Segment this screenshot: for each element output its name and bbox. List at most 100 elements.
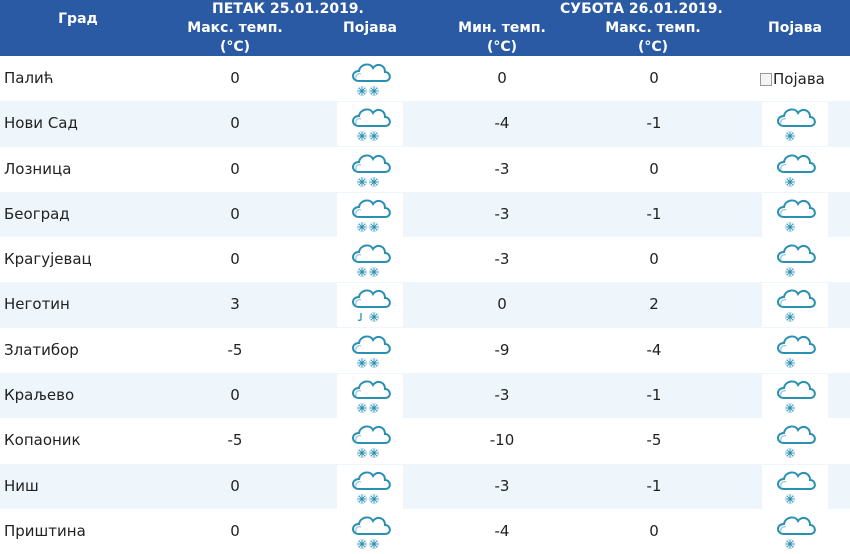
cloud-snow-icon <box>352 471 391 504</box>
friday-phenomenon-icon <box>337 147 403 192</box>
saturday-min-temp: -10 <box>489 431 515 450</box>
friday-phenomenon-icon <box>337 509 403 554</box>
cloud-snow-icon <box>352 335 391 368</box>
friday-phenomenon-icon <box>337 328 403 373</box>
saturday-min-temp: -4 <box>494 521 510 540</box>
cloud-snow-icon <box>352 380 391 413</box>
saturday-phenomenon-icon <box>762 464 828 509</box>
saturday-min-temp: -4 <box>494 114 510 133</box>
table-row: Копаоник -5 -10 -5 <box>0 418 850 464</box>
cloud-light-snow-icon <box>777 380 816 413</box>
table-row: Крагујевац 0 -3 0 <box>0 237 850 283</box>
image-alt-text: Појава <box>773 70 825 88</box>
saturday-max-temp: -1 <box>646 386 662 405</box>
saturday-min-temp-unit: (°C) <box>486 39 518 55</box>
saturday-min-temp-header: Мин. темп. (°C) <box>447 19 557 57</box>
saturday-max-temp: 0 <box>649 521 659 540</box>
friday-phenomenon-icon <box>337 374 403 419</box>
table-row: Неготин 3 0 2 <box>0 282 850 328</box>
saturday-max-temp: -5 <box>646 431 662 450</box>
cloud-snow-icon <box>352 199 391 232</box>
table-row: Нови Сад 0 -4 -1 <box>0 101 850 147</box>
table-row: Ниш 0 -3 -1 <box>0 463 850 509</box>
saturday-phenomenon-icon <box>762 509 828 554</box>
saturday-max-temp-label: Макс. темп. <box>605 20 701 36</box>
saturday-min-temp: -9 <box>494 340 510 359</box>
cloud-light-snow-icon <box>777 425 816 459</box>
table-row: Приштина 0 -4 0 <box>0 509 850 554</box>
saturday-phenomenon-header: Појава <box>768 20 822 36</box>
saturday-max-temp-unit: (°C) <box>637 39 669 55</box>
table-row: Лозница 0 -3 0 <box>0 147 850 192</box>
saturday-min-temp: 0 <box>497 295 507 314</box>
saturday-phenomenon-icon <box>762 192 828 237</box>
city-name: Копаоник <box>4 431 81 450</box>
saturday-max-temp: 0 <box>649 69 659 87</box>
saturday-max-temp: 0 <box>649 250 659 269</box>
friday-phenomenon-icon <box>337 238 403 283</box>
friday-max-temp: 0 <box>230 69 240 87</box>
friday-max-temp: 0 <box>230 386 240 405</box>
friday-max-temp-label: Макс. темп. <box>187 20 283 36</box>
cloud-light-snow-icon <box>777 108 816 142</box>
cloud-light-snow-icon <box>777 199 816 232</box>
saturday-min-temp-label: Мин. темп. <box>458 20 546 36</box>
saturday-max-temp: -4 <box>646 340 662 359</box>
cloud-light-snow-icon <box>777 289 816 323</box>
friday-max-temp: 0 <box>230 204 240 223</box>
friday-phenomenon-icon <box>337 192 403 237</box>
saturday-min-temp: -3 <box>494 476 510 495</box>
friday-max-temp: -5 <box>227 340 243 359</box>
cloud-snow-icon <box>352 108 391 142</box>
saturday-max-temp: -1 <box>646 114 662 133</box>
friday-max-temp-unit: (°C) <box>219 39 251 55</box>
friday-max-temp: 0 <box>230 476 240 495</box>
cloud-light-snow-icon <box>777 471 816 504</box>
missing-image-icon <box>760 73 772 86</box>
saturday-phenomenon-icon <box>762 102 828 147</box>
friday-phenomenon-header: Појава <box>343 20 397 36</box>
table-header: Град ПЕТАК 25.01.2019. Макс. темп. (°C) … <box>0 0 850 56</box>
cloud-snow-icon <box>352 63 391 96</box>
city-name: Крагујевац <box>4 250 92 269</box>
table-row: Београд 0 -3 -1 <box>0 191 850 238</box>
saturday-date-label: СУБОТА 26.01.2019. <box>560 1 723 17</box>
city-column-header: Град <box>58 11 98 27</box>
cloud-light-snow-icon <box>777 154 816 187</box>
cloud-light-snow-icon <box>777 335 816 368</box>
city-name: Неготин <box>4 295 70 314</box>
saturday-min-temp: -3 <box>494 204 510 223</box>
broken-image-icon: Појава <box>760 70 825 88</box>
city-name: Краљево <box>4 386 75 405</box>
friday-max-temp: 0 <box>230 250 240 269</box>
table-row: Златибор -5 -9 -4 <box>0 328 850 373</box>
saturday-phenomenon-icon <box>762 419 828 464</box>
cloud-sleet-icon <box>352 289 391 323</box>
cloud-light-snow-icon <box>777 516 816 549</box>
saturday-max-temp-header: Макс. темп. (°C) <box>598 19 708 57</box>
friday-phenomenon-icon <box>337 419 403 464</box>
friday-max-temp: -5 <box>227 431 243 450</box>
saturday-phenomenon-icon <box>762 147 828 192</box>
city-name: Приштина <box>4 521 86 540</box>
saturday-min-temp: -3 <box>494 386 510 405</box>
friday-max-temp-header: Макс. темп. (°C) <box>180 19 290 57</box>
city-name: Нови Сад <box>4 114 78 133</box>
forecast-table-body: Палић 0 0 0 Појава Нови Сад 0 -4 -1 Лозница 0 -3 0 Бе… <box>0 56 850 554</box>
saturday-max-temp: 0 <box>649 159 659 178</box>
saturday-min-temp: 0 <box>497 69 507 87</box>
friday-max-temp: 0 <box>230 521 240 540</box>
saturday-phenomenon-icon <box>762 238 828 283</box>
friday-phenomenon-icon <box>337 464 403 509</box>
cloud-snow-icon <box>352 244 391 277</box>
city-name: Златибор <box>4 340 79 359</box>
city-name: Палић <box>4 69 54 87</box>
city-name: Београд <box>4 204 70 223</box>
table-row: Палић 0 0 0 Појава <box>0 56 850 101</box>
cloud-snow-icon <box>352 516 391 549</box>
friday-phenomenon-icon <box>337 102 403 147</box>
saturday-min-temp: -3 <box>494 250 510 269</box>
cloud-snow-icon <box>352 425 391 459</box>
friday-max-temp: 0 <box>230 114 240 133</box>
friday-date-label: ПЕТАК 25.01.2019. <box>212 1 364 17</box>
